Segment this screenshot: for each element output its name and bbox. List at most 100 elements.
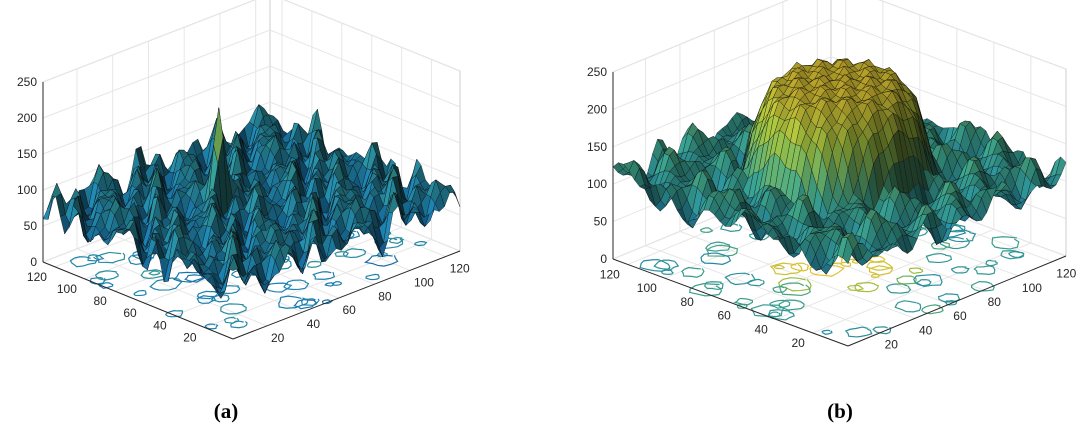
surface-mesh <box>42 103 461 300</box>
contour-line <box>95 270 119 281</box>
contour-line <box>700 252 732 265</box>
x-tick-label: 60 <box>342 303 356 317</box>
contour-line <box>184 274 205 283</box>
contour-line <box>148 270 161 276</box>
z-tick-label: 150 <box>17 147 37 161</box>
contour-line <box>173 271 204 283</box>
z-tick-label: 250 <box>587 65 607 79</box>
z-tick-label: 150 <box>587 140 607 154</box>
contour-line <box>840 261 852 267</box>
contour-line <box>413 240 428 247</box>
y-tick-label: 120 <box>600 267 620 281</box>
contour-line <box>778 299 805 311</box>
contour-line <box>689 283 723 297</box>
x-axis-line <box>232 250 461 340</box>
axes <box>42 82 461 340</box>
contour-line <box>769 262 803 276</box>
z-tick-label: 0 <box>600 252 607 266</box>
contour-line <box>773 264 786 270</box>
grid-line-z <box>612 18 1067 110</box>
z-tick-label: 50 <box>594 215 608 229</box>
contour-line <box>705 241 731 252</box>
x-axis-line <box>847 255 1067 347</box>
contour-line <box>821 329 833 335</box>
contour-line <box>921 304 944 315</box>
contour-line <box>639 259 671 272</box>
contour-line <box>746 278 765 287</box>
contour-line <box>854 282 880 293</box>
surface-plot-b: 2040608010012020406080100120050100150200… <box>587 0 1077 352</box>
contour-line <box>939 236 970 250</box>
contour-line <box>230 320 248 329</box>
y-tick-label: 40 <box>754 322 768 336</box>
contour-line <box>283 279 310 291</box>
contour-line <box>868 255 886 263</box>
contour-line <box>991 236 1020 250</box>
z-tick-label: 50 <box>24 219 38 233</box>
x-tick-label: 120 <box>1056 267 1076 281</box>
z-tick-label: 100 <box>587 177 607 191</box>
contour-line <box>306 260 322 269</box>
contour-line <box>870 273 880 278</box>
contour-line <box>265 282 293 293</box>
y-tick-label: 80 <box>93 294 107 308</box>
contour-line <box>885 283 912 294</box>
contour-line <box>681 266 705 278</box>
z-tick-label: 250 <box>17 75 37 89</box>
contour-line <box>950 266 970 274</box>
contour-line <box>300 298 320 306</box>
grid-line-z <box>42 101 461 191</box>
contour-line <box>973 265 996 275</box>
contour-line <box>779 282 812 297</box>
contour-line <box>278 295 309 309</box>
contour-line <box>1000 250 1025 260</box>
contour-line <box>87 254 105 262</box>
contour-line <box>97 282 114 290</box>
y-tick-label: 40 <box>153 318 167 332</box>
contour-line <box>133 289 147 297</box>
grid-line-z <box>42 29 461 119</box>
contour-line <box>700 227 714 233</box>
contour-line <box>943 300 958 306</box>
x-tick-label: 20 <box>271 331 285 345</box>
contour-line <box>365 273 380 281</box>
contour-line <box>196 290 219 300</box>
contour-line <box>736 303 748 309</box>
contour-line <box>128 254 154 266</box>
contour-line <box>915 279 932 287</box>
contour-line <box>334 251 349 257</box>
contour-line <box>865 260 894 271</box>
contour-line <box>772 285 788 293</box>
contour-line <box>653 259 680 270</box>
contour-line <box>913 274 943 288</box>
surface-plot-a: 2040608010012020406080100120050100150200… <box>17 0 470 345</box>
y-tick-label: 20 <box>183 330 197 344</box>
contour-line <box>660 269 674 275</box>
contour-line <box>95 251 126 264</box>
contour-line <box>872 326 892 335</box>
grid-line-z <box>42 0 461 83</box>
contour-line <box>164 310 184 318</box>
contour-line <box>868 265 894 276</box>
contour-line <box>312 271 336 280</box>
grid-line-z <box>612 56 1067 148</box>
panel-label-a: (a) <box>214 399 239 423</box>
tick-labels: 2040608010012020406080100120050100150200… <box>17 75 470 345</box>
y-tick-label: 60 <box>123 306 137 320</box>
x-tick-label: 60 <box>953 309 967 323</box>
panel-label-b: (b) <box>827 399 853 423</box>
contour-line <box>750 304 785 318</box>
contour-line <box>196 295 216 304</box>
contour-line <box>69 256 99 268</box>
contour-line <box>894 300 922 313</box>
contour-line <box>767 311 781 318</box>
x-tick-label: 100 <box>1022 281 1042 295</box>
surface-patch <box>228 256 239 271</box>
axes <box>612 72 1067 347</box>
grid-line-z <box>612 0 1067 73</box>
y-tick-label: 100 <box>637 281 657 295</box>
contour-line <box>324 282 335 287</box>
contour-line <box>724 272 757 286</box>
contour-line <box>321 299 333 305</box>
